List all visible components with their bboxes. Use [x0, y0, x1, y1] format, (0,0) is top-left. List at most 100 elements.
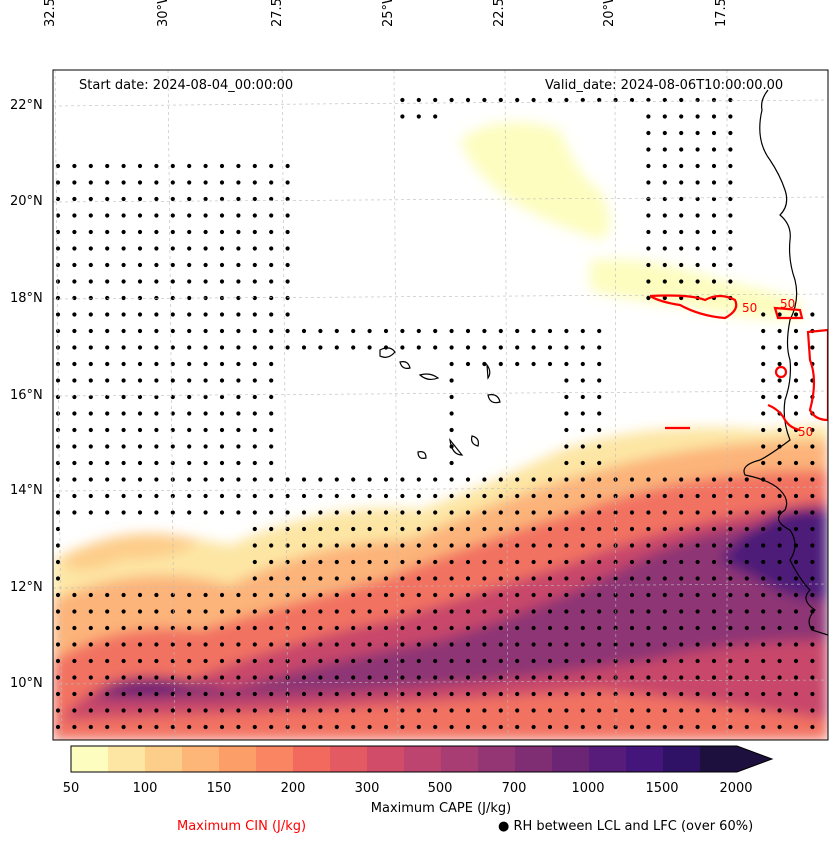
rh-dot [219, 378, 225, 383]
rh-dot [219, 345, 225, 350]
rh-dot [810, 510, 815, 515]
rh-dot [170, 163, 175, 169]
rh-dot [449, 675, 454, 680]
rh-dot [334, 708, 339, 713]
rh-dot [105, 477, 110, 482]
rh-dot [187, 708, 192, 713]
rh-dot [121, 328, 126, 334]
rh-dot [105, 411, 110, 416]
rh-dot [351, 493, 356, 499]
rh-dot [137, 345, 143, 350]
rh-dot [728, 477, 733, 482]
rh-dot [597, 411, 602, 416]
rh-dot [679, 559, 684, 565]
rh-dot-icon: ● [498, 819, 510, 834]
rh-dot [662, 724, 667, 730]
rh-dot [252, 543, 257, 548]
rh-dot [580, 378, 585, 383]
rh-dot [219, 262, 225, 268]
rh-dot [679, 196, 684, 202]
rh-dot [679, 213, 684, 218]
rh-dot [236, 196, 241, 202]
rh-dot [187, 394, 192, 400]
colorbar-tick-label: 1500 [645, 781, 679, 796]
rh-dot [88, 163, 93, 169]
rh-dot [301, 724, 307, 730]
rh-dot [515, 328, 520, 334]
rh-dot [236, 279, 241, 284]
rh-dot [449, 576, 454, 581]
rh-dot [793, 691, 799, 697]
rh-dot [383, 625, 389, 631]
rh-dot [301, 543, 307, 548]
rh-dot [695, 279, 700, 284]
rh-dot [236, 625, 241, 631]
rh-dot [728, 576, 733, 581]
rh-dot [187, 295, 192, 301]
rh-dot [580, 526, 585, 532]
rh-dot [531, 559, 536, 565]
rh-dot [465, 361, 471, 367]
rh-dot [269, 576, 274, 581]
rh-dot [334, 675, 339, 680]
rh-dot [728, 708, 733, 713]
rh-dot [285, 625, 290, 631]
rh-dot [236, 460, 241, 466]
rh-dot [531, 526, 536, 532]
rh-dot [154, 625, 159, 631]
lat-tick-label: 20°N [10, 194, 43, 209]
rh-dot [777, 642, 782, 647]
rh-dot [252, 477, 257, 482]
rh-dot [449, 361, 454, 367]
rh-dot [597, 642, 602, 647]
rh-dot [269, 345, 274, 350]
rh-dot [137, 213, 143, 218]
rh-dot [679, 130, 684, 136]
rh-dot [449, 609, 454, 614]
rh-dot [367, 345, 372, 350]
rh-dot [88, 493, 93, 499]
rh-dot [400, 97, 405, 103]
rh-dot [646, 130, 651, 136]
rh-dot [564, 642, 569, 647]
rh-dot [285, 229, 290, 235]
rh-dot [88, 609, 93, 614]
rh-dot [252, 576, 257, 581]
rh-dot [121, 262, 126, 268]
rh-dot [744, 559, 749, 565]
rh-dot [121, 691, 126, 697]
rh-dot [433, 625, 438, 631]
rh-dot [318, 724, 323, 730]
rh-dot [121, 229, 126, 235]
rh-dot [580, 592, 585, 598]
rh-dot [597, 477, 602, 482]
rh-dot [416, 658, 421, 664]
rh-dot [170, 592, 175, 598]
rh-dot [761, 411, 766, 416]
rh-dot [793, 328, 799, 334]
rh-dot [203, 229, 208, 235]
rh-dot [203, 510, 208, 515]
rh-dot [187, 625, 192, 631]
rh-dot [88, 708, 93, 713]
rh-dot [449, 378, 454, 383]
rh-dot [564, 559, 569, 565]
rh-dot [761, 675, 766, 680]
rh-dot [137, 229, 143, 235]
rh-dot [679, 526, 684, 532]
rh-dot [580, 658, 585, 664]
rh-dot [564, 526, 569, 532]
rh-dot [416, 345, 421, 350]
rh-dot [465, 510, 471, 515]
lon-tick-label: 17.5°W [714, 0, 729, 27]
rh-dot [777, 559, 782, 565]
rh-dot [761, 559, 766, 565]
rh-dot [564, 609, 569, 614]
rh-dot [88, 592, 93, 598]
rh-dot [564, 411, 569, 416]
rh-dot [400, 510, 405, 515]
rh-dot [219, 658, 225, 664]
rh-dot [285, 213, 290, 218]
rh-dot [88, 444, 93, 449]
rh-dot [269, 526, 274, 532]
